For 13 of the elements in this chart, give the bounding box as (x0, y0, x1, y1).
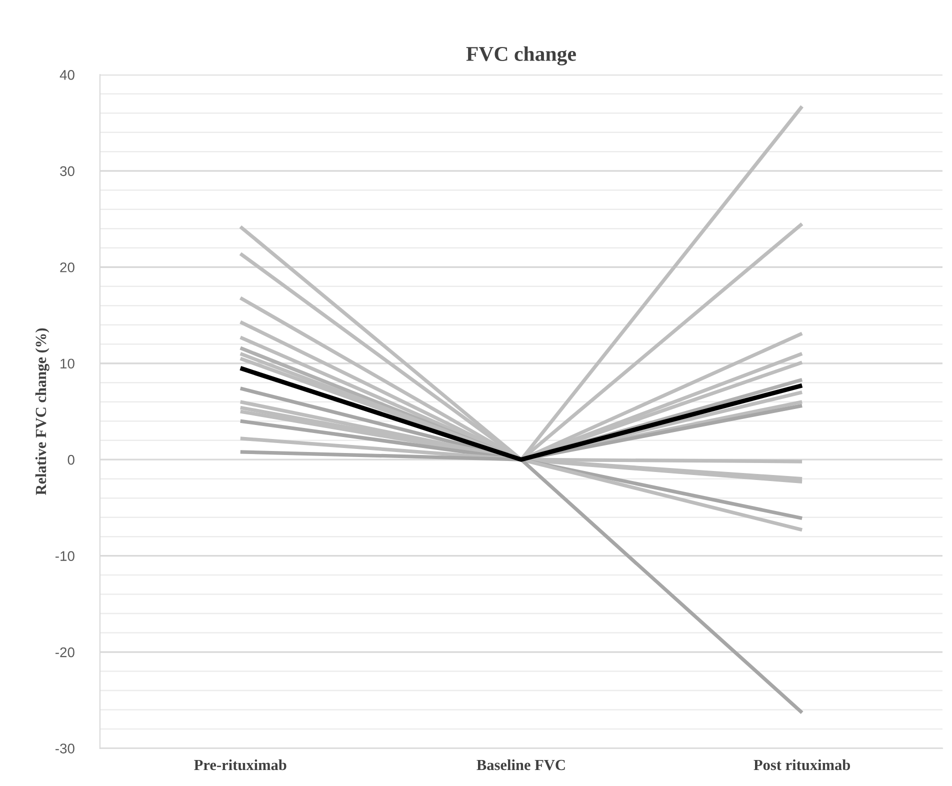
y-tick-label: 40 (60, 70, 74, 80)
x-tick-label: Post rituximab (754, 759, 850, 770)
y-tick-label: -30 (56, 744, 74, 754)
y-tick-label: -20 (56, 647, 74, 658)
y-tick-label: 20 (60, 262, 74, 272)
y-tick-label: 0 (68, 454, 74, 465)
x-tick-label: Baseline FVC (476, 759, 565, 770)
chart-title: FVC change (466, 46, 576, 66)
y-tick-label: -10 (56, 551, 74, 561)
y-tick-label: 30 (60, 166, 74, 176)
y-axis-title: Relative FVC change (%) (35, 328, 50, 496)
x-tick-label: Pre-rituximab (194, 759, 286, 770)
y-tick-label: 10 (60, 358, 74, 369)
